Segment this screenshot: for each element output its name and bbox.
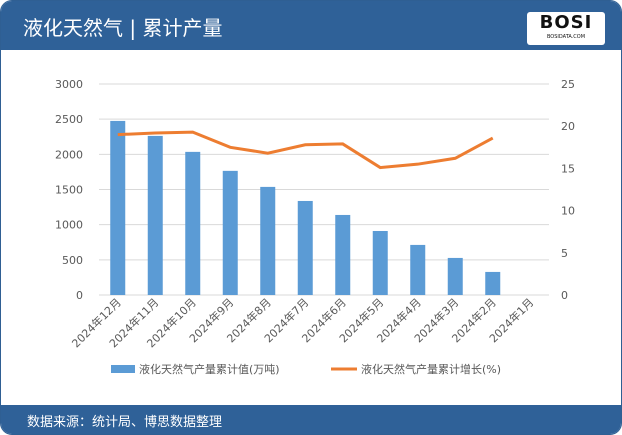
growth-line <box>117 130 494 170</box>
bar <box>335 214 351 295</box>
bar <box>222 170 238 295</box>
header: 液化天然气 | 累计产量 BOSI BOSIDATA.COM <box>1 1 621 50</box>
bar <box>110 120 126 295</box>
left-tick-label: 3000 <box>55 78 83 91</box>
right-tick-label: 0 <box>561 289 568 302</box>
bar <box>297 200 313 295</box>
legend-line-label: 液化天然气产量累计增长(%) <box>361 362 501 376</box>
right-tick-label: 10 <box>561 205 575 218</box>
source-note: 数据来源：统计局、博思数据整理 <box>27 415 223 430</box>
page-title: 液化天然气 | 累计产量 <box>23 16 223 40</box>
footer: 数据来源：统计局、博思数据整理 <box>1 405 621 434</box>
bosi-logo: BOSI BOSIDATA.COM <box>527 12 605 45</box>
bar <box>447 257 463 295</box>
right-tick-label: 15 <box>561 162 575 175</box>
left-tick-label: 1000 <box>55 219 83 232</box>
bar <box>485 271 501 295</box>
logo-text: BOSI <box>539 12 593 33</box>
left-tick-label: 1500 <box>55 184 83 197</box>
legend-bar-swatch <box>111 365 135 373</box>
left-tick-label: 2500 <box>55 113 83 126</box>
bar <box>372 230 388 295</box>
right-tick-label: 25 <box>561 78 575 91</box>
right-tick-label: 5 <box>561 247 568 260</box>
left-tick-label: 500 <box>62 254 83 267</box>
right-tick-label: 20 <box>561 120 575 133</box>
bar <box>147 135 163 295</box>
left-tick-label: 0 <box>76 289 83 302</box>
bar <box>410 244 426 295</box>
chart: 05001000150020002500300005101520252024年1… <box>55 78 575 376</box>
left-tick-label: 2000 <box>55 148 83 161</box>
bar <box>185 151 201 295</box>
bar <box>260 186 276 295</box>
legend-bar-label: 液化天然气产量累计值(万吨) <box>139 362 280 376</box>
logo-sub: BOSIDATA.COM <box>546 34 586 40</box>
